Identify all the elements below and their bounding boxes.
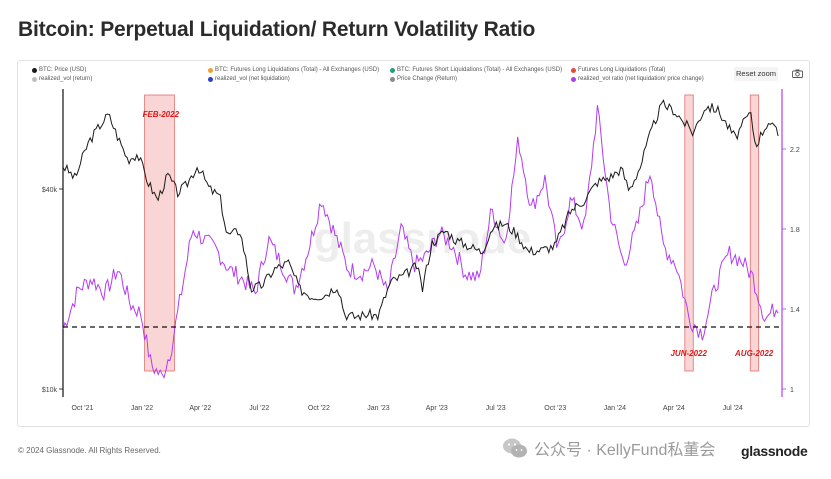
legend-label: realized_vol (return) (39, 76, 93, 82)
wechat-text: 公众号 · KellyFund私董会 (534, 442, 716, 459)
highlight-period (144, 94, 175, 372)
annotation-label: FEB-2022 (143, 110, 180, 119)
left-tick-label: $40k (42, 187, 58, 194)
legend-marker-icon (390, 76, 395, 82)
x-tick-label: Apr '23 (426, 405, 448, 412)
reset-zoom-button[interactable]: Reset zoom (734, 67, 778, 81)
brand-logo: glassnode (741, 443, 808, 459)
chart-plot[interactable]: glassnode $10k $40k 1 1.4 1.8 2.2 Oct '21 Jan '2… (18, 61, 809, 426)
legend-label: BTC: Price (USD) (39, 67, 87, 73)
legend-label: Futures Long Liquidations (Total) (578, 67, 666, 73)
legend-label: realized_vol (net liquidation) (215, 76, 290, 82)
right-tick-label: 1.4 (790, 307, 800, 314)
legend-label: realized_vol ratio (net liquidation/ pri… (578, 76, 704, 82)
right-tick-label: 1.8 (790, 227, 800, 234)
x-tick-label: Jul '23 (486, 405, 506, 412)
legend-marker-icon (571, 76, 576, 82)
legend-item[interactable]: Futures Long Liquidations (Total) (571, 67, 665, 73)
legend-item[interactable]: realized_vol (return) (32, 76, 92, 82)
camera-icon[interactable] (792, 69, 803, 78)
right-tick-label: 2.2 (790, 147, 800, 154)
series-line-vol-ratio[interactable] (62, 105, 779, 379)
legend-item[interactable]: BTC: Price (USD) (32, 67, 86, 73)
legend-marker-icon (390, 67, 395, 73)
copyright-text: © 2024 Glassnode. All Rights Reserved. (18, 446, 161, 455)
legend-marker-icon (571, 67, 576, 73)
chart-card: BTC: Price (USD) BTC: Futures Long Liquid… (17, 60, 810, 427)
legend-marker-icon (208, 67, 213, 73)
x-tick-label: Oct '21 (71, 405, 93, 412)
annotation-label: JUN-2022 (670, 349, 707, 358)
x-tick-label: Jan '22 (131, 405, 153, 412)
legend-label: Price Change (Return) (397, 76, 458, 82)
legend-marker-icon (32, 76, 37, 82)
chart-watermark: glassnode (314, 214, 532, 263)
x-tick-label: Oct '23 (544, 405, 566, 412)
legend-label: BTC: Futures Short Liquidations (Total) … (397, 67, 563, 73)
legend-item[interactable]: BTC: Futures Long Liquidations (Total) -… (208, 67, 379, 73)
left-tick-label: $10k (42, 387, 58, 394)
highlight-period (684, 94, 694, 372)
x-tick-label: Jan '24 (604, 405, 626, 412)
legend-marker-icon (32, 67, 37, 73)
x-tick-label: Jul '22 (249, 405, 269, 412)
legend-marker-icon (208, 76, 213, 82)
legend-item[interactable]: realized_vol (net liquidation) (208, 76, 290, 82)
legend-item[interactable]: BTC: Futures Short Liquidations (Total) … (390, 67, 562, 73)
legend-label: BTC: Futures Long Liquidations (Total) -… (215, 67, 380, 73)
right-tick-label: 1 (790, 387, 794, 394)
x-tick-label: Apr '24 (663, 405, 685, 412)
legend-item[interactable]: realized_vol ratio (net liquidation/ pri… (571, 76, 704, 82)
wechat-icon (503, 438, 527, 458)
chart-title: Bitcoin: Perpetual Liquidation/ Return V… (18, 18, 536, 41)
x-tick-label: Apr '22 (189, 405, 211, 412)
annotation-label: AUG-2022 (734, 349, 774, 358)
x-tick-label: Jul '24 (723, 405, 743, 412)
wechat-watermark: 公众号 · KellyFund私董会 (502, 436, 715, 460)
x-tick-label: Jan '23 (367, 405, 389, 412)
legend-item[interactable]: Price Change (Return) (390, 76, 457, 82)
x-tick-label: Oct '22 (308, 405, 330, 412)
series-line-btc-price[interactable] (62, 99, 779, 322)
highlight-period (749, 94, 760, 372)
